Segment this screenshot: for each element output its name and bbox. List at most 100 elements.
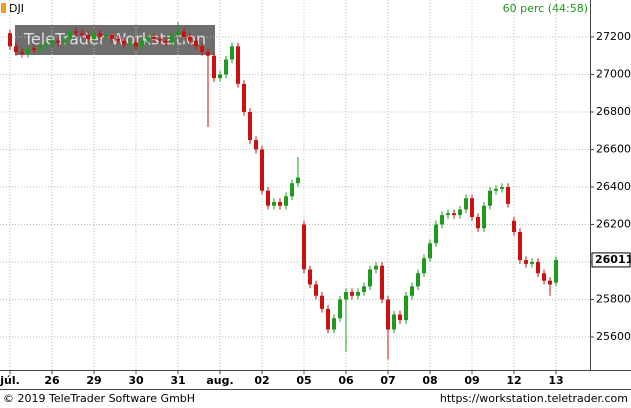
candle-body	[488, 190, 492, 206]
candle-body	[230, 46, 234, 60]
candle-body	[518, 231, 522, 261]
candle-body	[512, 220, 516, 232]
candle-body	[56, 40, 60, 43]
candle-body	[98, 33, 102, 37]
candle-body	[416, 273, 420, 287]
candle-body	[152, 36, 156, 39]
symbol-marker	[1, 3, 6, 13]
candle-body	[440, 215, 444, 225]
candle-body	[296, 177, 300, 184]
candle-body	[176, 31, 180, 36]
candle-body	[398, 314, 402, 321]
x-tick-label: 26	[44, 374, 60, 387]
x-tick-label: 13	[548, 374, 563, 387]
candle-body	[410, 286, 414, 296]
x-tick-label: aug.	[206, 374, 233, 387]
last-price-label: 26011	[595, 253, 631, 266]
candle-body	[392, 314, 396, 330]
candle-body	[314, 284, 318, 296]
candle-body	[80, 33, 84, 36]
y-tick-label: 26800	[596, 105, 631, 118]
x-tick-label: 31	[170, 374, 185, 387]
candle-body	[194, 40, 198, 47]
candle-body	[104, 35, 108, 37]
candle-body	[200, 46, 204, 52]
candle-body	[374, 265, 378, 270]
interval: 60 perc (44:58)	[503, 2, 588, 15]
watermark-box	[15, 25, 215, 55]
y-tick-label: 26600	[596, 142, 631, 155]
candle-body	[86, 35, 90, 39]
candle-body	[128, 42, 132, 45]
candle-body	[218, 74, 222, 79]
candle-body	[434, 224, 438, 244]
y-tick-label: 25600	[596, 330, 631, 343]
candle-body	[170, 35, 174, 43]
candle-body	[494, 188, 498, 191]
candle-body	[8, 33, 12, 47]
candle-body	[242, 83, 246, 112]
candle-body	[536, 261, 540, 274]
x-tick-label: 02	[254, 374, 269, 387]
candle-body	[248, 111, 252, 141]
candle-body	[122, 40, 126, 45]
candle-body	[236, 46, 240, 84]
x-tick-label: 07	[380, 374, 395, 387]
candle-body	[14, 46, 18, 52]
candle-body	[284, 196, 288, 206]
candle-body	[140, 40, 144, 47]
x-tick-label: 29	[86, 374, 101, 387]
candle-body	[542, 273, 546, 281]
symbol: DJI	[9, 2, 24, 15]
candle-body	[356, 291, 360, 296]
candle-body	[362, 286, 366, 292]
candle-body	[446, 213, 450, 216]
y-tick-label: 26400	[596, 180, 631, 193]
x-tick-label: 08	[422, 374, 437, 387]
candle-body	[254, 140, 258, 150]
candle-body	[146, 36, 150, 41]
candle-body	[110, 35, 114, 39]
candle-body	[182, 31, 186, 37]
candle-body	[548, 280, 552, 285]
candle-body	[134, 42, 138, 47]
candle-body	[32, 48, 36, 51]
candle-body	[344, 291, 348, 300]
candle-body	[404, 295, 408, 321]
x-tick-label: júl.	[0, 374, 20, 387]
candle-body	[38, 46, 42, 51]
candle-body	[554, 259, 558, 283]
candle-body	[116, 38, 120, 41]
candle-body	[26, 48, 30, 54]
candle-body	[422, 258, 426, 274]
candle-body	[206, 51, 210, 56]
candle-body	[92, 33, 96, 39]
candle-body	[20, 51, 24, 54]
candle-body	[62, 38, 66, 43]
y-tick-label: 27200	[596, 30, 631, 43]
candle-body	[302, 224, 306, 270]
x-tick-label: 09	[464, 374, 479, 387]
candle-body	[458, 209, 462, 216]
candle-body	[164, 40, 168, 43]
candle-body	[50, 40, 54, 45]
candle-body	[506, 186, 510, 204]
y-tick-label: 25800	[596, 292, 631, 305]
candle-body	[308, 269, 312, 285]
candle-body	[500, 186, 504, 189]
candle-body	[464, 198, 468, 210]
candle-body	[428, 243, 432, 259]
y-tick-label: 26200	[596, 217, 631, 230]
candle-body	[470, 198, 474, 217]
x-tick-label: 30	[128, 374, 144, 387]
candle-body	[368, 269, 372, 287]
candle-body	[290, 183, 294, 197]
candle-body	[524, 260, 528, 264]
y-tick-label: 27000	[596, 67, 631, 80]
footer-right: https://workstation.teletrader.com	[440, 392, 628, 405]
x-tick-label: 05	[296, 374, 311, 387]
candle-body	[272, 201, 276, 206]
candle-body	[320, 295, 324, 309]
